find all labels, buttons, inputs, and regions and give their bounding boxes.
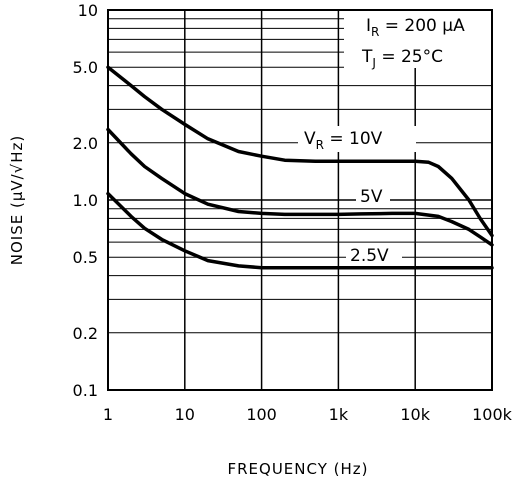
plot-frame — [107, 9, 493, 391]
series-label-10v-backdrop — [298, 126, 416, 152]
y-tick-label: 0.2 — [73, 324, 98, 343]
x-tick-label: 10 — [175, 405, 195, 424]
y-tick-label: 5.0 — [73, 58, 98, 77]
conditions-backdrop — [344, 10, 492, 68]
series-layer — [106, 65, 494, 270]
series-line-10v — [106, 65, 494, 238]
major-gridlines — [108, 10, 492, 390]
x-tick-labels: 1 10 100 1k 10k 100k — [103, 405, 513, 424]
x-tick-label: 1 — [103, 405, 113, 424]
series-label-2-5v-backdrop — [346, 244, 402, 266]
y-tick-label: 2.0 — [73, 134, 98, 153]
y-tick-label: 0.5 — [73, 248, 98, 267]
x-tick-label: 1k — [329, 405, 349, 424]
y-tick-label: 0.1 — [73, 381, 98, 400]
series-label-10v: VR = 10V — [304, 129, 383, 152]
x-tick-label: 100 — [246, 405, 277, 424]
condition-ir: IR = 200 μA — [366, 16, 465, 39]
series-line-2-5v — [106, 191, 494, 270]
y-tick-labels: 10 5.0 2.0 1.0 0.5 0.2 0.1 — [73, 1, 98, 400]
y-tick-label: 10 — [78, 1, 98, 20]
y-axis-label: NOISE (μV/√Hz) — [8, 135, 26, 266]
x-tick-label: 10k — [400, 405, 430, 424]
series-line-5v — [106, 127, 494, 247]
x-axis-label: FREQUENCY (Hz) — [227, 460, 368, 478]
y-tick-label: 1.0 — [73, 191, 98, 210]
series-label-5v: 5V — [360, 187, 383, 207]
condition-tj: TJ = 25°C — [361, 47, 443, 70]
x-tick-label: 100k — [472, 405, 513, 424]
series-label-2-5v: 2.5V — [350, 246, 389, 266]
series-label-5v-backdrop — [356, 186, 390, 208]
